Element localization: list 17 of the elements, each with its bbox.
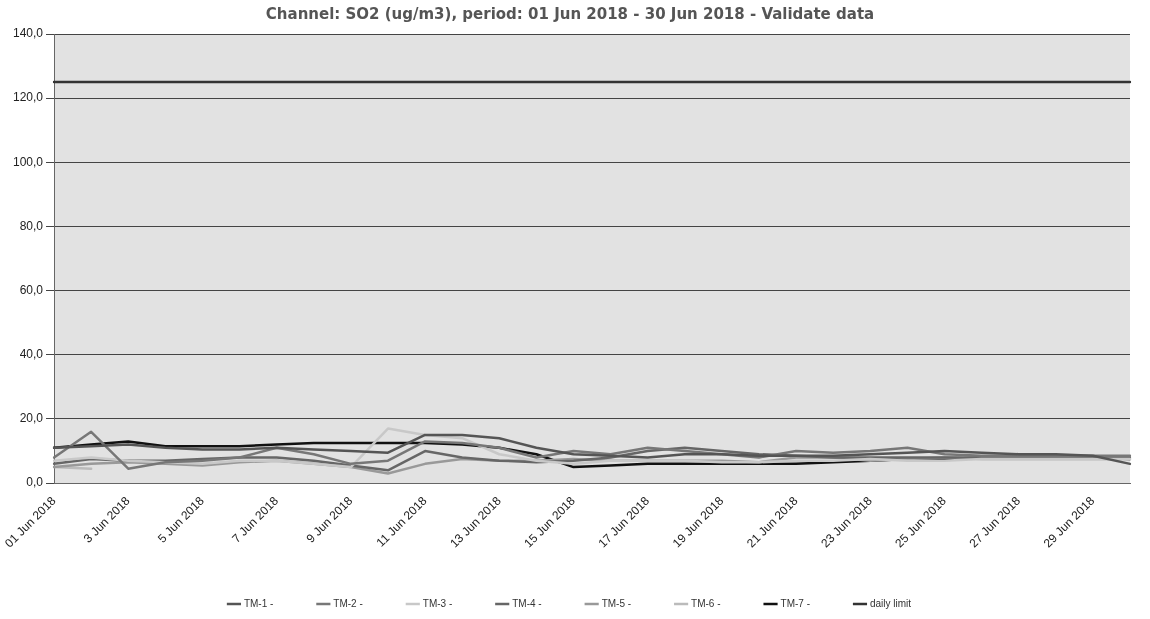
legend-label: TM-6 - (691, 597, 721, 609)
y-tick-label: 60,0 (19, 282, 44, 297)
y-tick-label: 140,0 (13, 26, 44, 41)
legend-label: TM-5 - (601, 597, 632, 609)
legend-label: TM-3 - (422, 597, 453, 609)
y-tick-label: 100,0 (13, 154, 44, 169)
legend-label: TM-2 - (333, 597, 363, 609)
y-tick-label: 0,0 (26, 475, 44, 490)
legend-label: TM-7 - (780, 597, 810, 609)
y-tick-label: 120,0 (13, 90, 44, 105)
y-tick-label: 80,0 (19, 218, 44, 233)
legend-label: daily limit (869, 597, 912, 609)
legend-label: TM-4 - (512, 597, 542, 609)
y-tick-label: 20,0 (19, 411, 44, 426)
legend-label: TM-1 - (243, 597, 274, 609)
chart-title: Channel: SO2 (ug/m3), period: 01 Jun 2018 - 30 Jun 2018 - Validate data (265, 4, 875, 23)
y-tick-label: 40,0 (19, 347, 44, 362)
